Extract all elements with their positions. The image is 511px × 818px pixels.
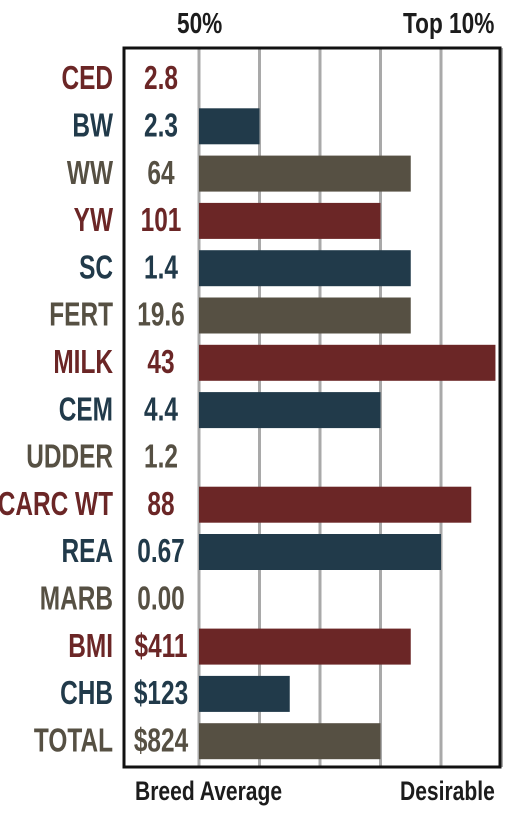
row-value: 43 — [147, 345, 174, 381]
bar-fert — [199, 297, 411, 334]
row-value: $411 — [135, 628, 188, 664]
bar-chb — [199, 675, 290, 712]
row-value: 19.6 — [137, 297, 185, 333]
row-label: MARB — [40, 581, 113, 617]
row-value: 64 — [147, 155, 174, 191]
row-value: $824 — [134, 723, 188, 759]
row-label: WW — [67, 155, 114, 191]
row-value: 1.4 — [144, 250, 178, 286]
bar-total — [199, 723, 381, 760]
chart-frame — [122, 46, 502, 769]
row-label: CED — [61, 61, 113, 97]
bar-bmi — [199, 628, 411, 665]
row-label: CEM — [59, 392, 113, 428]
bar-carc-wt — [199, 486, 472, 523]
bar-milk — [199, 344, 496, 381]
footer-desirable-label: Desirable — [400, 776, 495, 806]
bar-yw — [199, 202, 381, 239]
row-value: 1.2 — [144, 439, 178, 475]
bar-cem — [199, 392, 381, 429]
footer-breed-average-label: Breed Average — [135, 776, 283, 806]
row-label: UDDER — [26, 439, 113, 475]
row-label: CARC WT — [0, 487, 113, 523]
bar-sc — [199, 250, 411, 287]
row-label: FERT — [49, 297, 113, 333]
row-value: 4.4 — [144, 392, 178, 428]
row-label: SC — [79, 250, 113, 286]
row-value: 101 — [141, 203, 182, 239]
bar-bw — [199, 108, 260, 145]
row-label: TOTAL — [34, 723, 113, 759]
row-label: YW — [74, 203, 114, 239]
row-value: 0.67 — [137, 534, 185, 570]
header-50-percent-label: 50% — [177, 8, 223, 40]
row-label: CHB — [60, 676, 113, 712]
row-value: 2.3 — [144, 108, 178, 144]
row-value: $123 — [134, 676, 188, 712]
row-label: REA — [61, 534, 113, 570]
row-value: 88 — [147, 487, 174, 523]
header-top-10-percent-label: Top 10% — [403, 8, 495, 40]
row-value: 0.00 — [137, 581, 185, 617]
bar-ww — [199, 155, 411, 192]
row-label: BW — [72, 108, 113, 144]
bar-rea — [199, 534, 441, 570]
row-label: BMI — [68, 628, 113, 664]
row-value: 2.8 — [144, 61, 178, 97]
row-label: MILK — [53, 345, 113, 381]
